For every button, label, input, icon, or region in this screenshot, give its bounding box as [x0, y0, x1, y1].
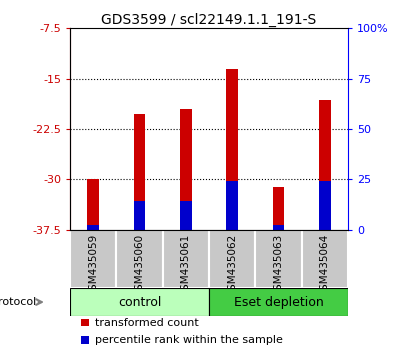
Text: percentile rank within the sample: percentile rank within the sample	[95, 335, 283, 345]
Text: control: control	[118, 296, 161, 309]
Text: transformed count: transformed count	[95, 318, 199, 328]
Bar	[70, 230, 116, 288]
Text: GSM435061: GSM435061	[181, 234, 191, 297]
Text: protocol: protocol	[0, 297, 37, 307]
Bar	[87, 225, 99, 230]
Bar	[319, 100, 331, 230]
Text: Eset depletion: Eset depletion	[234, 296, 323, 309]
Bar	[273, 187, 284, 230]
Bar	[226, 181, 238, 230]
Bar	[134, 201, 145, 230]
Bar	[134, 114, 145, 230]
Text: GSM435062: GSM435062	[227, 234, 237, 297]
Text: GSM435064: GSM435064	[320, 234, 330, 297]
Title: GDS3599 / scl22149.1.1_191-S: GDS3599 / scl22149.1.1_191-S	[101, 13, 317, 27]
Bar	[163, 230, 209, 288]
Bar	[116, 230, 163, 288]
Bar	[302, 230, 348, 288]
Text: GSM435060: GSM435060	[134, 234, 144, 297]
Bar	[87, 179, 99, 230]
Text: GSM435059: GSM435059	[88, 234, 98, 297]
Bar	[209, 288, 348, 316]
Bar	[209, 230, 255, 288]
Bar	[273, 225, 284, 230]
Bar	[319, 181, 331, 230]
Bar	[81, 319, 90, 326]
Bar	[226, 69, 238, 230]
Bar	[70, 288, 209, 316]
Bar	[180, 109, 192, 230]
Bar	[255, 230, 302, 288]
Bar	[180, 201, 192, 230]
Bar	[81, 336, 90, 344]
Text: GSM435063: GSM435063	[274, 234, 284, 297]
